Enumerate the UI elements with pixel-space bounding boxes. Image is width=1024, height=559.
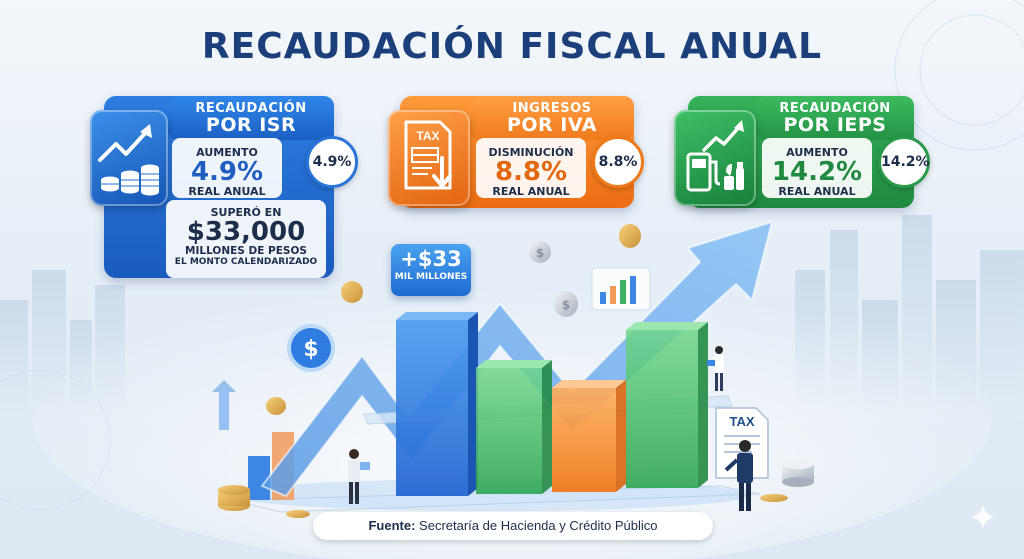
- svg-text:$: $: [303, 337, 318, 362]
- card-isr-badge-value: 4.9%: [312, 154, 352, 170]
- floating-coins: $ $: [266, 224, 641, 415]
- tax-sign-label: TAX: [729, 414, 754, 429]
- card-iva-stat: Disminución 8.8% REAL ANUAL: [476, 138, 586, 198]
- page-title: RECAUDACIÓN FISCAL ANUAL: [201, 26, 823, 67]
- fuel-products-icon: [686, 120, 744, 192]
- card-iva-badge: 8.8%: [592, 136, 644, 188]
- callout-bubble: +$33 MIL MILLONES: [391, 244, 471, 296]
- person-pointing: [724, 440, 753, 511]
- card-ieps-change-type: Aumento: [786, 146, 848, 159]
- card-isr-value: 4.9%: [190, 157, 264, 187]
- card-isr-title-line1: RECAUDACIÓN: [195, 101, 307, 116]
- card-iva-title-line2: POR IVA: [506, 113, 597, 136]
- card-iva-title-line1: INGRESOS: [512, 101, 592, 116]
- source-note: Fuente: Secretaría de Hacienda y Crédito…: [313, 512, 713, 540]
- card-isr-change-type: Aumento: [196, 146, 258, 159]
- ieps-icon-tile: [674, 110, 756, 206]
- card-iva-badge-value: 8.8%: [598, 154, 638, 170]
- bar-green-right: [626, 322, 708, 488]
- card-ieps-sub: REAL ANUAL: [778, 185, 856, 198]
- growth-coins-icon: [98, 124, 159, 196]
- callout-value: +$33: [400, 247, 462, 271]
- dollar-circle-icon: $: [287, 324, 335, 372]
- bar-orange: [552, 380, 626, 492]
- source-label: Fuente:: [368, 518, 416, 533]
- card-isr-sub: REAL ANUAL: [188, 185, 266, 198]
- iva-icon-tile: TAX: [388, 110, 470, 206]
- exceeded-note: EL MONTO CALENDARIZADO: [174, 257, 318, 267]
- card-ieps-title-line1: RECAUDACIÓN: [779, 101, 891, 116]
- card-iva-header: INGRESOS POR IVA: [470, 96, 634, 140]
- exceeded-unit: MILLONES DE PESOS: [185, 245, 307, 257]
- card-ieps-stat: Aumento 14.2% REAL ANUAL: [762, 138, 872, 198]
- source-text: Secretaría de Hacienda y Crédito Público: [419, 518, 658, 533]
- person-on-bar: [707, 346, 724, 391]
- card-ieps-badge: 14.2%: [878, 136, 930, 188]
- card-isr-header: RECAUDACIÓN POR ISR: [168, 96, 334, 140]
- card-ieps-header: RECAUDACIÓN POR IEPS: [756, 96, 914, 140]
- bar-green-middle: [476, 360, 552, 494]
- card-iva-value: 8.8%: [494, 157, 568, 187]
- card-isr-exceeded-box: SUPERÓ EN $33,000 MILLONES DE PESOS EL M…: [166, 200, 326, 278]
- isr-icon-tile: [90, 110, 168, 206]
- exceeded-amount: $33,000: [186, 217, 306, 247]
- sparkle-icon: [971, 505, 995, 529]
- coin-stack-right: [760, 459, 814, 502]
- tax-document-down-icon: TAX: [404, 120, 452, 190]
- card-iva-sub: REAL ANUAL: [492, 185, 570, 198]
- card-ieps-title-line2: POR IEPS: [783, 113, 887, 136]
- up-arrow-icon: [212, 380, 236, 430]
- callout-unit: MIL MILLONES: [394, 272, 468, 282]
- coin-stack-left: [218, 485, 310, 518]
- mini-chart-card: [591, 267, 651, 311]
- tax-icon-label: TAX: [416, 129, 439, 143]
- bar-blue: [396, 312, 478, 496]
- svg-text:$: $: [536, 246, 544, 260]
- card-ieps-value: 14.2%: [771, 157, 863, 187]
- card-isr-title-line2: POR ISR: [205, 113, 297, 136]
- card-isr-stat: Aumento 4.9% REAL ANUAL: [172, 138, 282, 198]
- card-ieps-badge-value: 14.2%: [881, 154, 930, 170]
- svg-text:$: $: [562, 298, 570, 312]
- exceeded-label: SUPERÓ EN: [210, 206, 282, 219]
- person-with-tablet: [348, 449, 370, 504]
- card-iva-change-type: Disminución: [488, 146, 574, 159]
- card-isr-badge: 4.9%: [306, 136, 358, 188]
